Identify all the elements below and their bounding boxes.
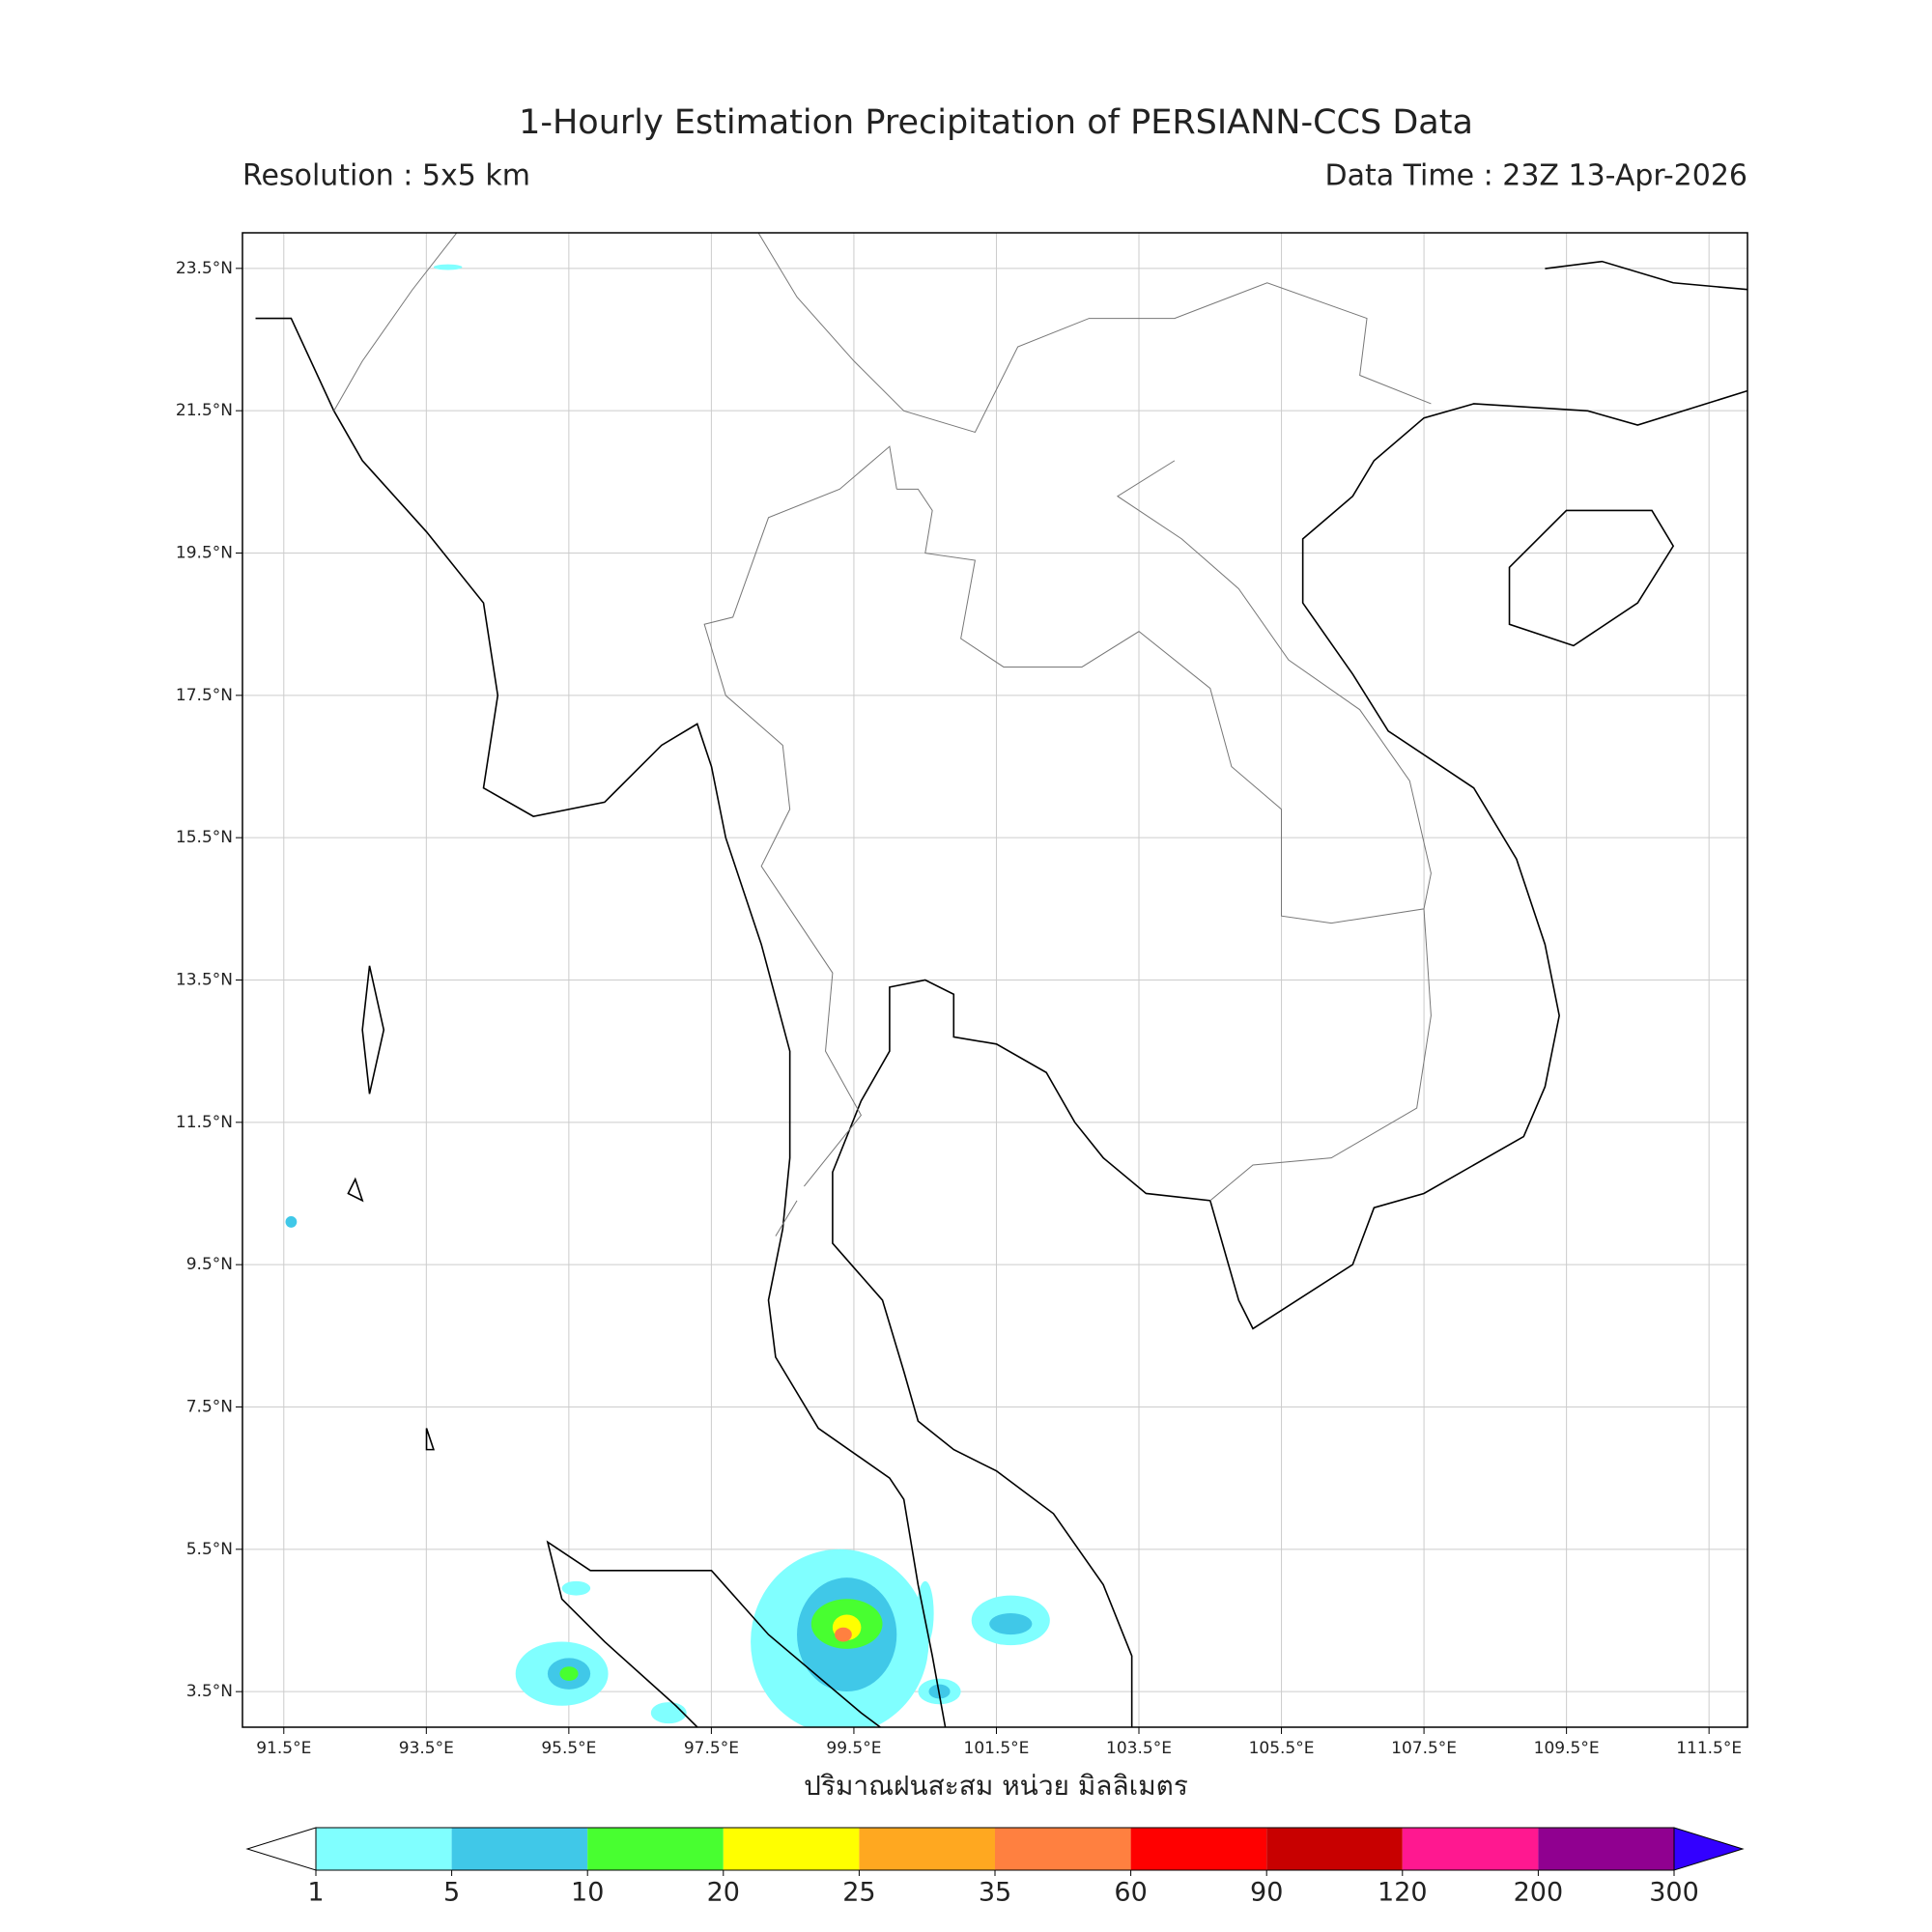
colorbar-bin (451, 1828, 588, 1870)
colorbar-label: 200 (1514, 1878, 1564, 1908)
colorbar: 1 5 10 20 25 35 60 90 120 200 300 (245, 1827, 1745, 1908)
y-tick-label: 5.5°N (186, 1540, 233, 1559)
y-tick-label: 3.5°N (186, 1682, 233, 1701)
y-tick-label: 15.5°N (176, 828, 233, 847)
colorbar-bin (1266, 1828, 1403, 1870)
borders (334, 226, 1432, 1236)
colorbar-label: 300 (1649, 1878, 1699, 1908)
resolution: Resolution : 5x5 km (242, 159, 530, 193)
colorbar-label: 1 (307, 1878, 324, 1908)
x-tick-label: 109.5°E (1534, 1739, 1600, 1758)
x-tick-label: 95.5°E (541, 1739, 596, 1758)
colorbar-label: 10 (571, 1878, 604, 1908)
colorbar-label: 60 (1114, 1878, 1147, 1908)
colorbar-bin (723, 1828, 860, 1870)
colorbar-label: 25 (842, 1878, 875, 1908)
y-tick-label: 13.5°N (176, 971, 233, 990)
colorbar-frame (315, 1827, 1675, 1871)
y-tick-label: 9.5°N (186, 1255, 233, 1274)
colorbar-under (245, 1827, 317, 1871)
x-tick-label: 99.5°E (826, 1739, 881, 1758)
colorbar-bin (859, 1828, 995, 1870)
x-tick-label: 101.5°E (964, 1739, 1030, 1758)
x-tick-label: 97.5°E (684, 1739, 739, 1758)
y-tick-label: 11.5°N (176, 1113, 233, 1132)
y-tick-label: 17.5°N (176, 686, 233, 705)
colorbar-bin (316, 1828, 452, 1870)
colorbar-bin (1402, 1828, 1539, 1870)
rain-areas (285, 264, 1050, 1727)
colorbar-label: 20 (707, 1878, 740, 1908)
colorbar-label: 5 (443, 1878, 460, 1908)
colorbar-bin (995, 1828, 1131, 1870)
grid (242, 233, 1747, 1727)
x-tick-label: 105.5°E (1249, 1739, 1315, 1758)
x-axis-label: ปริมาณฝนสะสม หน่วย มิลลิเมตร (804, 1770, 1188, 1802)
colorbar-label: 35 (979, 1878, 1011, 1908)
colorbar-label: 120 (1378, 1878, 1428, 1908)
colorbar-label: 90 (1250, 1878, 1283, 1908)
colorbar-bin (1130, 1828, 1267, 1870)
x-tick-label: 103.5°E (1106, 1739, 1172, 1758)
colorbar-bin (1538, 1828, 1674, 1870)
axis-ticks: 91.5°E 93.5°E 95.5°E 97.5°E 99.5°E 101.5°E 103… (176, 259, 1742, 1758)
map-title: 1-Hourly Estimation Precipitation of PER… (519, 103, 1473, 142)
colorbar-bin (587, 1828, 724, 1870)
y-tick-label: 7.5°N (186, 1398, 233, 1417)
coastlines (256, 262, 1752, 1735)
x-tick-label: 111.5°E (1676, 1739, 1742, 1758)
y-tick-label: 21.5°N (176, 401, 233, 420)
x-tick-label: 107.5°E (1391, 1739, 1457, 1758)
x-tick-label: 91.5°E (256, 1739, 311, 1758)
y-tick-label: 23.5°N (176, 259, 233, 278)
y-tick-label: 19.5°N (176, 544, 233, 563)
map-area (256, 226, 1752, 1735)
data-time: Data Time : 23Z 13-Apr-2026 (1324, 159, 1747, 193)
x-tick-label: 93.5°E (399, 1739, 454, 1758)
geo (256, 226, 1752, 1735)
colorbar-over (1673, 1827, 1745, 1871)
